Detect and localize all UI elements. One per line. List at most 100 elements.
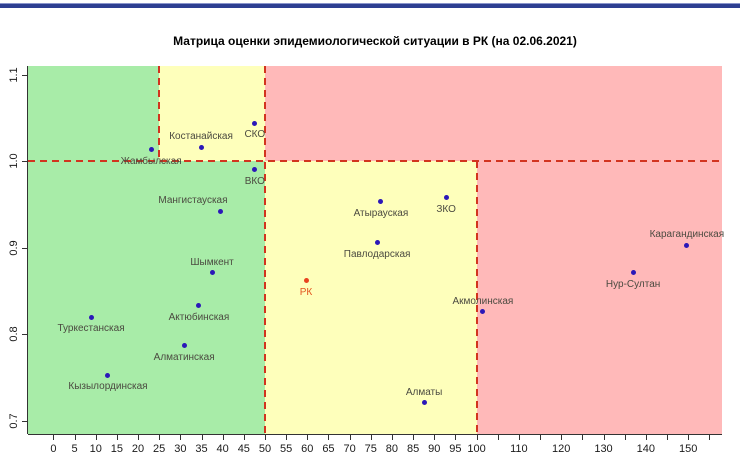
x-tick-label: 100 <box>467 443 486 455</box>
y-tick-label: 1.0 <box>8 153 20 169</box>
data-point <box>209 270 215 276</box>
x-tick-label: 0 <box>50 443 57 455</box>
x-axis-tick <box>455 435 457 440</box>
y-tick-label: 0.9 <box>8 240 20 256</box>
plot-zone-green-bottom-left <box>28 161 265 434</box>
data-point-label: ВКО <box>244 175 265 187</box>
data-point-label: Шымкент <box>190 256 234 268</box>
data-point <box>378 199 384 205</box>
x-tick-label: 25 <box>153 443 166 455</box>
x-axis-tick <box>243 435 245 440</box>
x-tick-label: 120 <box>552 443 571 455</box>
x-axis-tick <box>307 435 309 440</box>
threshold-line-horizontal <box>28 160 722 163</box>
x-axis-tick <box>603 435 605 440</box>
x-tick-label: 10 <box>89 443 102 455</box>
data-point <box>148 147 154 153</box>
x-tick-label: 15 <box>110 443 123 455</box>
x-axis-tick <box>95 435 97 440</box>
x-tick-label: 50 <box>258 443 272 455</box>
plot-zone-yellow-bottom-mid <box>264 161 477 434</box>
data-point-label: Атырауская <box>353 207 409 219</box>
data-point <box>480 309 486 315</box>
x-tick-label: 45 <box>237 443 250 455</box>
x-tick-label: 95 <box>449 443 462 455</box>
x-axis-tick <box>413 435 415 440</box>
x-axis-tick <box>53 435 55 440</box>
data-point-label: Акмолинская <box>452 295 514 307</box>
data-point-label: РК <box>299 286 313 298</box>
data-point-label: Жамбылская <box>120 155 182 167</box>
y-axis-tick <box>22 334 27 336</box>
x-axis-tick <box>624 435 626 440</box>
data-point <box>252 167 258 173</box>
y-axis-tick <box>22 421 27 422</box>
x-tick-label: 150 <box>678 443 698 455</box>
y-axis-line <box>27 66 28 434</box>
data-point-label: Актюбинская <box>168 311 230 323</box>
y-axis-tick <box>22 247 27 249</box>
plot-zone-green-top-left <box>28 66 160 162</box>
data-point <box>443 195 449 201</box>
x-axis-tick <box>391 435 393 440</box>
data-point <box>252 120 258 126</box>
x-tick-label: 130 <box>594 443 613 455</box>
x-axis-tick <box>74 435 76 440</box>
x-axis-tick <box>264 435 266 440</box>
data-point-label: Нур-Султан <box>605 278 661 290</box>
x-tick-label: 55 <box>280 443 293 455</box>
x-axis-tick <box>645 435 647 440</box>
x-tick-label: 110 <box>510 443 528 455</box>
x-axis-tick <box>349 435 351 440</box>
data-point <box>218 208 224 214</box>
x-tick-label: 65 <box>322 443 335 455</box>
data-point-label: Алматинская <box>153 351 215 363</box>
data-point-label: Алматы <box>405 386 443 398</box>
data-point-label: Мангистауская <box>158 195 228 207</box>
threshold-line-vertical <box>475 161 478 434</box>
threshold-line-vertical <box>158 66 161 162</box>
x-axis-tick <box>561 435 563 440</box>
data-point-label: Карагандинская <box>649 229 725 241</box>
plot-zone-yellow-top <box>159 66 265 162</box>
plot-zone-pink-top-right <box>264 66 722 162</box>
x-tick-label: 40 <box>216 443 229 455</box>
x-axis-tick <box>434 435 436 440</box>
x-tick-label: 80 <box>385 443 399 455</box>
x-tick-label: 90 <box>428 443 441 455</box>
x-axis-tick <box>582 435 584 440</box>
x-tick-label: 35 <box>195 443 208 455</box>
x-tick-label: 20 <box>131 443 145 455</box>
y-tick-label: 1.1 <box>8 67 20 83</box>
x-axis-tick <box>688 435 690 440</box>
data-point <box>105 372 111 378</box>
x-axis-tick <box>286 435 288 440</box>
x-tick-label: 70 <box>343 443 356 455</box>
x-tick-label: 60 <box>301 443 314 455</box>
x-axis-tick <box>201 435 203 440</box>
data-point <box>196 303 202 309</box>
x-tick-label: 140 <box>636 443 656 455</box>
top-divider-line <box>0 3 740 8</box>
x-axis-tick <box>476 435 478 440</box>
x-axis-tick <box>518 435 520 440</box>
x-axis-tick <box>709 435 711 440</box>
threshold-line-vertical <box>263 66 266 434</box>
x-axis-tick <box>180 435 182 440</box>
x-axis-tick <box>540 435 542 440</box>
x-tick-label: 30 <box>174 443 187 455</box>
x-axis-tick <box>497 435 499 440</box>
y-tick-label: 0.8 <box>8 326 20 343</box>
y-axis-tick <box>22 161 27 163</box>
data-point-label: Костанайская <box>169 131 233 143</box>
data-point <box>198 144 204 150</box>
x-tick-label: 5 <box>71 443 78 455</box>
x-axis-tick <box>138 435 140 440</box>
data-point <box>684 242 690 248</box>
data-point <box>630 270 636 276</box>
data-point-label: Туркестанская <box>57 323 125 335</box>
y-axis-tick <box>22 74 27 76</box>
data-point-label: ЗКО <box>436 203 456 215</box>
